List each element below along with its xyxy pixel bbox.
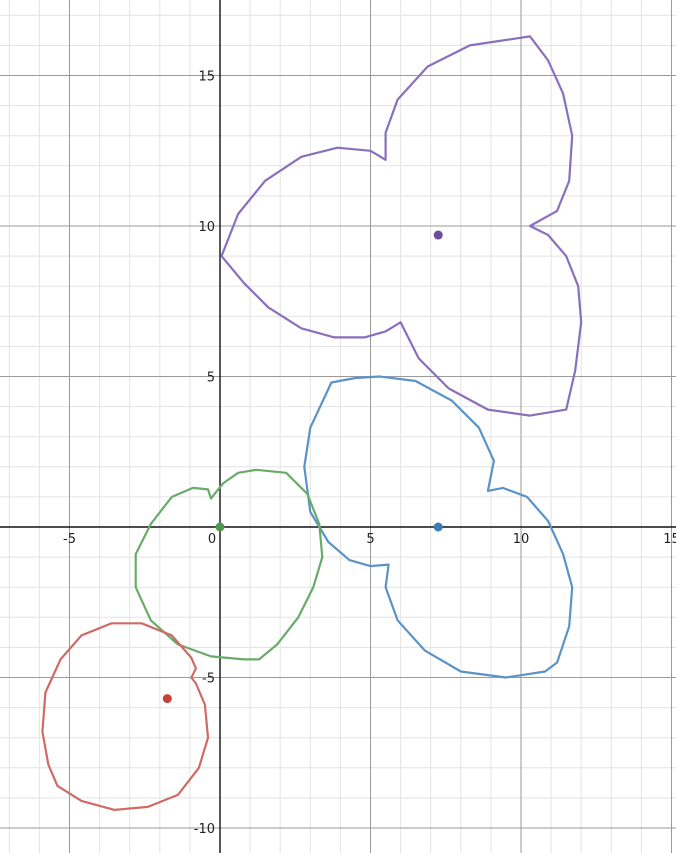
y-tick-label: 10 — [198, 220, 215, 235]
curves — [41, 35, 583, 812]
x-tick-label: 5 — [366, 532, 374, 547]
y-tick-label: 15 — [198, 70, 215, 85]
point-3[interactable] — [215, 522, 225, 532]
x-tick-label: 0 — [208, 532, 216, 547]
curve-1 — [220, 35, 583, 417]
point-2[interactable] — [433, 522, 443, 532]
y-tick-label: -5 — [202, 672, 215, 687]
x-tick-label: -5 — [63, 532, 76, 547]
point-4[interactable] — [162, 694, 172, 704]
curve-2 — [303, 375, 574, 679]
y-tick-label: 5 — [207, 371, 215, 386]
curve-3 — [134, 468, 324, 661]
y-tick-label: -10 — [194, 822, 215, 837]
tick-labels: -5 0 5 10 15 -10 -5 5 10 15 — [63, 70, 676, 838]
point-1[interactable] — [433, 230, 443, 240]
x-tick-label: 10 — [513, 532, 530, 547]
curve-4 — [41, 622, 210, 812]
points — [162, 230, 443, 704]
x-tick-label: 15 — [663, 532, 676, 547]
